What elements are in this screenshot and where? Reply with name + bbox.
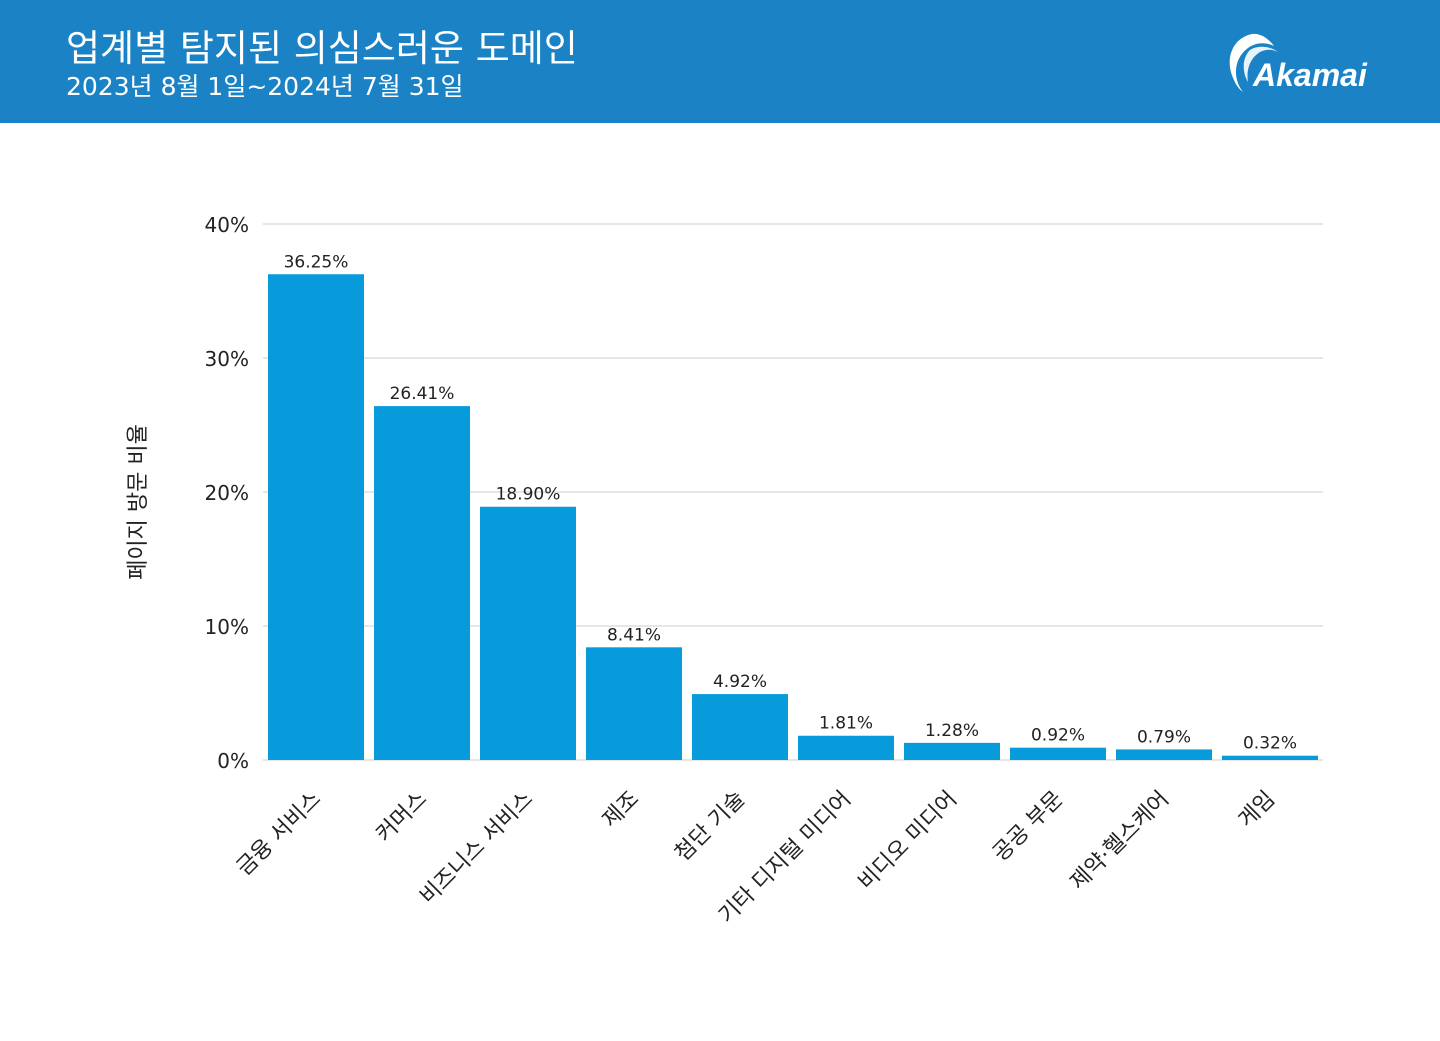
bar bbox=[1222, 755, 1318, 760]
bar bbox=[268, 274, 364, 760]
x-tick-label: 게임 bbox=[1234, 787, 1280, 833]
y-tick-label: 10% bbox=[205, 615, 249, 639]
bar-value-label: 36.25% bbox=[284, 252, 349, 272]
bar bbox=[692, 694, 788, 760]
akamai-swoosh-icon bbox=[1229, 33, 1274, 92]
y-axis-title: 페이지 방문 비율 bbox=[126, 424, 151, 580]
x-tick-label: 제약·헬스케어 bbox=[1066, 787, 1174, 895]
bar-value-label: 1.81% bbox=[819, 714, 873, 734]
akamai-wordmark: Akamai bbox=[1252, 57, 1368, 93]
y-tick-label: 30% bbox=[205, 347, 249, 371]
bar bbox=[798, 735, 894, 760]
x-tick-label: 제조 bbox=[598, 787, 644, 833]
bar bbox=[1116, 749, 1212, 760]
bar-value-label: 0.92% bbox=[1031, 726, 1085, 746]
bar-value-label: 0.79% bbox=[1137, 727, 1191, 747]
x-tick-label: 첨단 기술 bbox=[670, 787, 750, 867]
y-tick-label: 20% bbox=[205, 481, 249, 505]
x-tick-label: 비디오 미디어 bbox=[854, 787, 962, 895]
bar bbox=[586, 647, 682, 760]
bar-value-label: 18.90% bbox=[496, 485, 561, 505]
bar-value-label: 1.28% bbox=[925, 721, 979, 741]
bar-value-label: 8.41% bbox=[607, 625, 661, 645]
akamai-logo: Akamai bbox=[1229, 33, 1368, 93]
x-tick-label: 비즈니스 서비스 bbox=[415, 787, 538, 910]
x-tick-label: 공공 부문 bbox=[988, 787, 1068, 867]
bar bbox=[480, 506, 576, 760]
bar bbox=[904, 742, 1000, 760]
y-tick-label: 0% bbox=[217, 749, 249, 773]
date-range-subtitle: 2023년 8월 1일~2024년 7월 31일 bbox=[66, 72, 464, 101]
chart-title: 업계별 탐지된 의심스러운 도메인 bbox=[66, 27, 578, 70]
header-banner: 업계별 탐지된 의심스러운 도메인 2023년 8월 1일~2024년 7월 3… bbox=[0, 0, 1440, 123]
bar bbox=[374, 406, 470, 760]
bar bbox=[1010, 747, 1106, 760]
bar-value-label: 0.32% bbox=[1243, 734, 1297, 754]
x-tick-label: 금융 서비스 bbox=[232, 787, 326, 881]
y-tick-label: 40% bbox=[205, 213, 249, 237]
bar-value-label: 26.41% bbox=[390, 384, 455, 404]
x-tick-label: 커머스 bbox=[372, 787, 433, 848]
bar-value-label: 4.92% bbox=[713, 672, 767, 692]
